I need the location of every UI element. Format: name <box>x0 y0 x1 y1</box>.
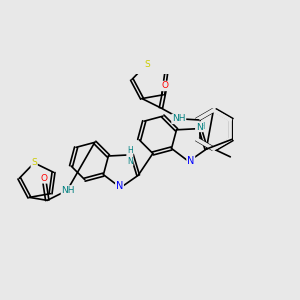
Text: S: S <box>31 158 37 167</box>
Text: H: H <box>198 122 204 131</box>
Text: N: N <box>116 181 123 191</box>
Text: N: N <box>196 122 203 131</box>
Text: S: S <box>144 60 150 69</box>
Text: O: O <box>161 82 168 91</box>
Text: H
N: H N <box>127 146 133 166</box>
Text: N: N <box>187 156 194 166</box>
Text: NH: NH <box>172 114 185 123</box>
Text: NH: NH <box>61 186 75 195</box>
Text: O: O <box>41 174 48 183</box>
